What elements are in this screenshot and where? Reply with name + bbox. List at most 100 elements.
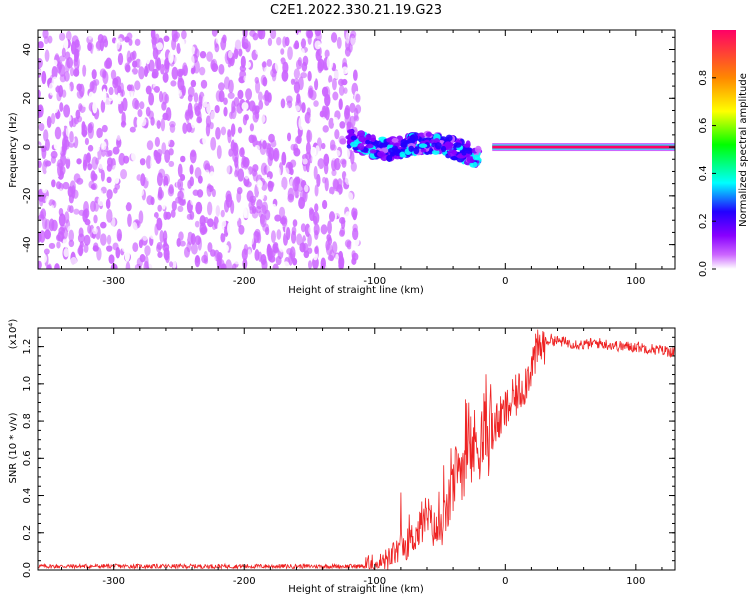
noise-blob bbox=[112, 242, 119, 251]
noise-blob bbox=[90, 200, 97, 212]
noise-blob bbox=[151, 68, 159, 79]
noise-blob bbox=[225, 193, 233, 208]
noise-blob bbox=[171, 66, 179, 80]
noise-blob bbox=[320, 250, 327, 259]
noise-blob bbox=[313, 223, 320, 236]
noise-blob bbox=[129, 126, 136, 133]
noise-blob bbox=[194, 105, 201, 117]
noise-blob bbox=[171, 200, 177, 212]
noise-blob bbox=[115, 154, 120, 168]
noise-blob bbox=[214, 204, 221, 218]
noise-blob bbox=[190, 233, 196, 245]
y-tick-label: 0.8 bbox=[22, 413, 33, 429]
noise-blob bbox=[190, 79, 197, 88]
noise-blob bbox=[92, 182, 98, 191]
noise-blob bbox=[189, 149, 197, 164]
noise-blob bbox=[273, 84, 281, 94]
noise-blob bbox=[214, 104, 220, 114]
band-blob bbox=[399, 151, 406, 157]
y-tick-label: -40 bbox=[22, 236, 33, 252]
noise-blob bbox=[100, 99, 106, 113]
x-tick-label: -200 bbox=[233, 276, 256, 287]
noise-blob bbox=[286, 95, 293, 104]
noise-blob bbox=[97, 196, 105, 207]
noise-blob bbox=[215, 126, 221, 140]
noise-blob bbox=[314, 246, 319, 255]
snr-y-multiplier: (x10⁴) bbox=[8, 319, 19, 350]
noise-blob bbox=[206, 201, 213, 216]
noise-blob bbox=[206, 51, 213, 62]
noise-blob bbox=[251, 134, 257, 142]
noise-blob bbox=[138, 66, 145, 80]
noise-blob bbox=[305, 171, 310, 178]
noise-blob bbox=[116, 93, 121, 103]
noise-blob bbox=[194, 254, 201, 268]
band-blob bbox=[444, 142, 454, 148]
noise-blob bbox=[106, 157, 113, 167]
noise-blob bbox=[275, 166, 281, 180]
noise-blob bbox=[106, 176, 112, 184]
noise-blob bbox=[87, 188, 94, 203]
noise-blob bbox=[321, 142, 326, 150]
noise-blob bbox=[307, 233, 312, 247]
noise-blob bbox=[140, 117, 147, 127]
noise-blob bbox=[59, 102, 64, 112]
noise-blob bbox=[178, 75, 183, 83]
noise-blob bbox=[114, 83, 119, 95]
noise-blob bbox=[81, 121, 86, 132]
noise-blob bbox=[308, 225, 314, 235]
band-blob bbox=[431, 149, 440, 155]
noise-blob bbox=[121, 239, 129, 253]
noise-blob bbox=[192, 189, 199, 196]
noise-blob bbox=[209, 171, 215, 180]
noise-blob bbox=[258, 91, 263, 102]
noise-blob bbox=[93, 78, 100, 86]
noise-blob bbox=[63, 104, 71, 118]
noise-blob bbox=[50, 204, 55, 218]
noise-blob bbox=[182, 122, 188, 135]
noise-blob bbox=[87, 125, 94, 139]
noise-blob bbox=[260, 38, 266, 48]
noise-blob bbox=[326, 234, 332, 242]
noise-blob bbox=[46, 166, 53, 173]
noise-blob bbox=[245, 88, 253, 101]
noise-blob bbox=[339, 138, 347, 145]
noise-blob bbox=[273, 102, 280, 114]
noise-blob bbox=[203, 169, 210, 182]
noise-blob bbox=[159, 230, 164, 244]
y-tick-label: -20 bbox=[22, 188, 33, 204]
noise-blob bbox=[267, 37, 273, 47]
x-tick-label: 0 bbox=[502, 276, 508, 287]
noise-blob bbox=[339, 121, 346, 129]
spectrogram-x-ticks: -300 -200 -100 0 100 bbox=[60, 30, 663, 287]
band-blob bbox=[408, 145, 415, 152]
band-blob bbox=[472, 154, 481, 161]
noise-blob bbox=[115, 127, 122, 141]
noise-blob bbox=[120, 168, 128, 180]
noise-blob bbox=[300, 48, 305, 58]
noise-blob bbox=[88, 30, 93, 40]
noise-blob bbox=[256, 129, 262, 142]
noise-blob bbox=[57, 188, 65, 203]
noise-blob bbox=[196, 125, 202, 133]
noise-blob bbox=[195, 201, 203, 215]
noise-blob bbox=[244, 61, 251, 69]
noise-blob bbox=[84, 218, 91, 226]
noise-blob bbox=[186, 139, 193, 154]
noise-blob bbox=[241, 155, 247, 166]
noise-blob bbox=[65, 157, 71, 169]
noise-blob bbox=[178, 68, 186, 76]
noise-blob bbox=[240, 55, 246, 69]
noise-blob bbox=[227, 222, 232, 235]
noise-blob bbox=[249, 30, 256, 37]
noise-blob bbox=[48, 242, 56, 250]
noise-blob bbox=[296, 93, 301, 104]
noise-blob bbox=[220, 209, 225, 218]
noise-blob bbox=[65, 149, 71, 160]
noise-blob bbox=[124, 36, 130, 43]
noise-blob bbox=[41, 254, 47, 264]
noise-blob bbox=[329, 139, 336, 151]
snr-panel: -300 -200 -100 0 100 0.0 0.2 0.4 0.6 0.8 1.0 1.2 H… bbox=[8, 319, 676, 595]
noise-blob bbox=[286, 132, 292, 142]
noise-blob bbox=[282, 261, 290, 269]
